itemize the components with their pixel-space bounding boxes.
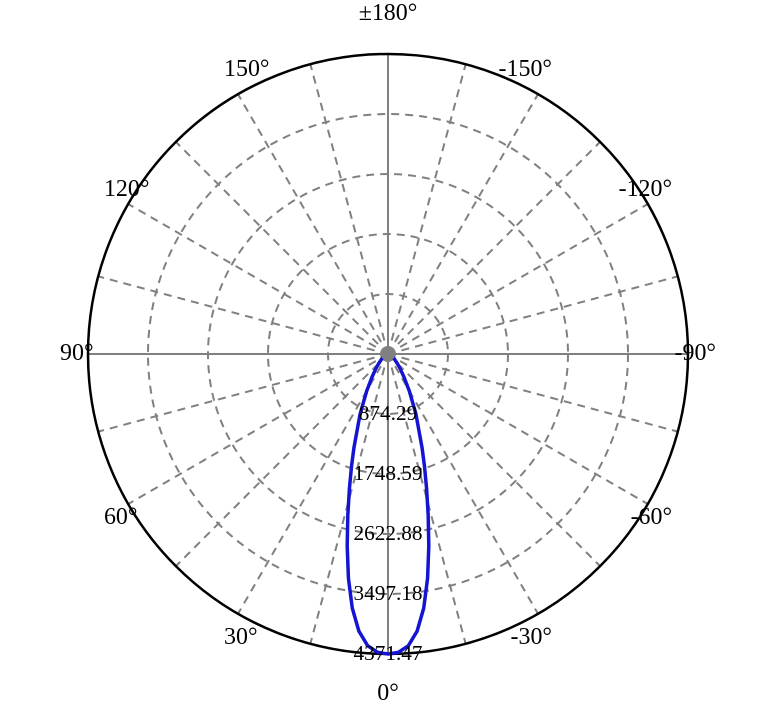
radial-tick-label: 2622.88 (353, 521, 422, 545)
grid-spoke (388, 354, 678, 432)
angle-label: 90° (60, 340, 94, 366)
angle-label: -90° (675, 340, 716, 366)
angle-label: 30° (224, 624, 258, 650)
grid-spoke (128, 204, 388, 354)
grid-spoke (388, 204, 648, 354)
angle-label: 120° (104, 176, 149, 202)
grid-spoke (98, 276, 388, 354)
angle-label: ±180° (359, 0, 418, 26)
angle-label: -120° (619, 176, 672, 202)
polar-chart: 874.29 1748.59 2622.88 3497.18 4371.47 ±180° 1… (0, 0, 776, 709)
grid-spoke (238, 94, 388, 354)
grid-spoke (388, 276, 678, 354)
angle-label: -30° (511, 624, 552, 650)
radial-tick-label: 4371.47 (353, 641, 422, 665)
polar-chart-svg: 874.29 1748.59 2622.88 3497.18 4371.47 ±180° 1… (0, 0, 776, 709)
grid-spoke (388, 142, 600, 354)
radial-tick-label: 1748.59 (353, 461, 422, 485)
angle-label: 0° (377, 680, 399, 706)
angle-label: -150° (499, 56, 552, 82)
angle-label: -60° (631, 504, 672, 530)
grid-spoke (176, 142, 388, 354)
radial-tick-label: 3497.18 (353, 581, 422, 605)
grid-spoke (388, 94, 538, 354)
angle-label: 60° (104, 504, 138, 530)
grid-spoke (310, 64, 388, 354)
radial-tick-label: 874.29 (359, 401, 417, 425)
angle-label: 150° (224, 56, 269, 82)
grid-spoke (98, 354, 388, 432)
center-dot (381, 347, 395, 361)
grid-spoke (388, 64, 466, 354)
